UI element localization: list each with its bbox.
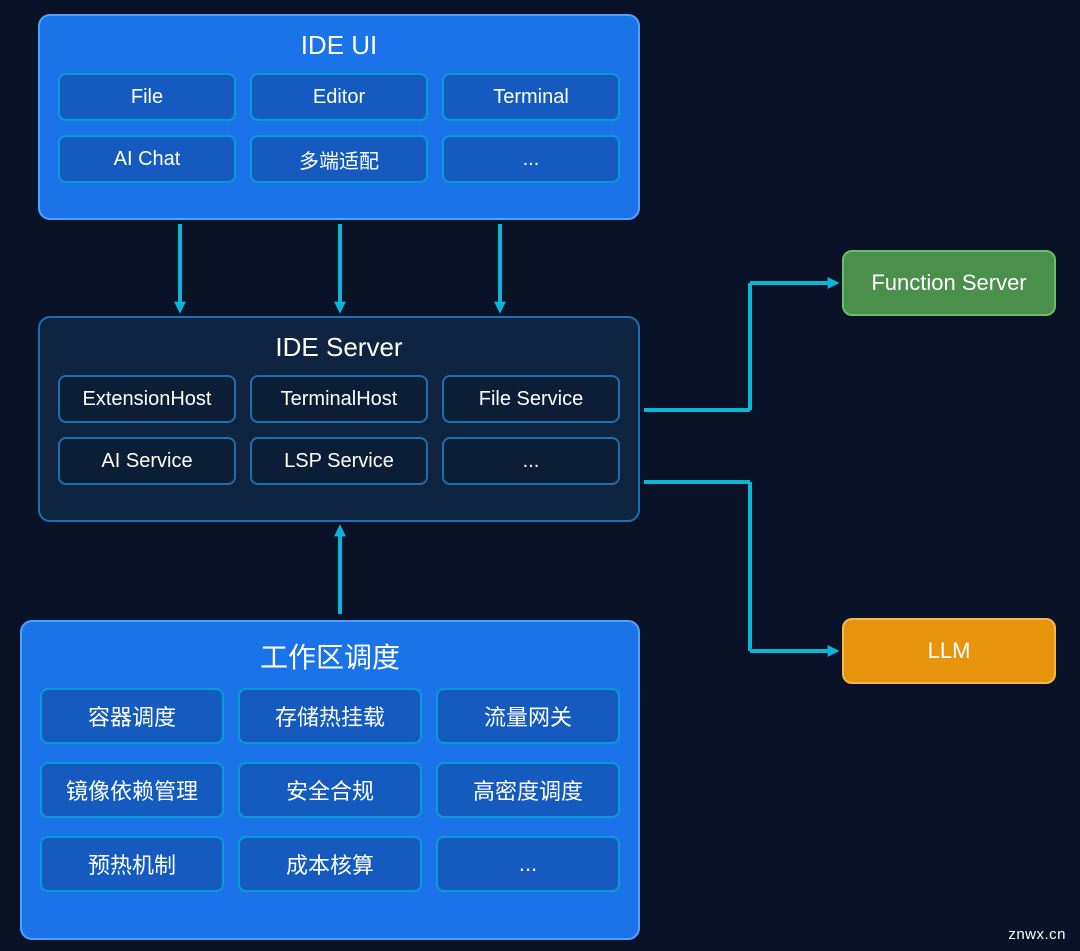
ide-server-cell: ExtensionHost bbox=[58, 375, 236, 423]
workspace-cell: 存储热挂载 bbox=[238, 688, 422, 744]
box-function-server: Function Server bbox=[842, 250, 1056, 316]
workspace-cell: 预热机制 bbox=[40, 836, 224, 892]
workspace-cell: 流量网关 bbox=[436, 688, 620, 744]
panel-ide-ui: IDE UI File Editor Terminal AI Chat 多端适配... bbox=[38, 14, 640, 220]
ide-ui-cell: File bbox=[58, 73, 236, 121]
ide-ui-cell: Editor bbox=[250, 73, 428, 121]
panel-workspace: 工作区调度 容器调度存储热挂载流量网关镜像依赖管理安全合规高密度调度预热机制成本… bbox=[20, 620, 640, 940]
ide-ui-cell: AI Chat bbox=[58, 135, 236, 183]
ide-server-cell: ... bbox=[442, 437, 620, 485]
box-llm-label: LLM bbox=[928, 638, 971, 664]
workspace-cell: 镜像依赖管理 bbox=[40, 762, 224, 818]
panel-title-ide-server: IDE Server bbox=[40, 332, 638, 363]
panel-title-ide-ui: IDE UI bbox=[40, 30, 638, 61]
panel-ide-server: IDE Server ExtensionHost TerminalHost File… bbox=[38, 316, 640, 522]
ide-server-cell: TerminalHost bbox=[250, 375, 428, 423]
ide-ui-cell: ... bbox=[442, 135, 620, 183]
ide-ui-cell: 多端适配 bbox=[250, 135, 428, 183]
workspace-cell: 成本核算 bbox=[238, 836, 422, 892]
ide-server-cell: LSP Service bbox=[250, 437, 428, 485]
ide-server-cell: AI Service bbox=[58, 437, 236, 485]
box-llm: LLM bbox=[842, 618, 1056, 684]
workspace-cell: ... bbox=[436, 836, 620, 892]
workspace-cell: 高密度调度 bbox=[436, 762, 620, 818]
watermark: znwx.cn bbox=[1008, 926, 1066, 943]
box-function-server-label: Function Server bbox=[871, 270, 1026, 296]
ide-ui-cell: Terminal bbox=[442, 73, 620, 121]
workspace-cell: 容器调度 bbox=[40, 688, 224, 744]
ide-server-cell: File Service bbox=[442, 375, 620, 423]
panel-title-workspace: 工作区调度 bbox=[22, 636, 638, 676]
workspace-cell: 安全合规 bbox=[238, 762, 422, 818]
